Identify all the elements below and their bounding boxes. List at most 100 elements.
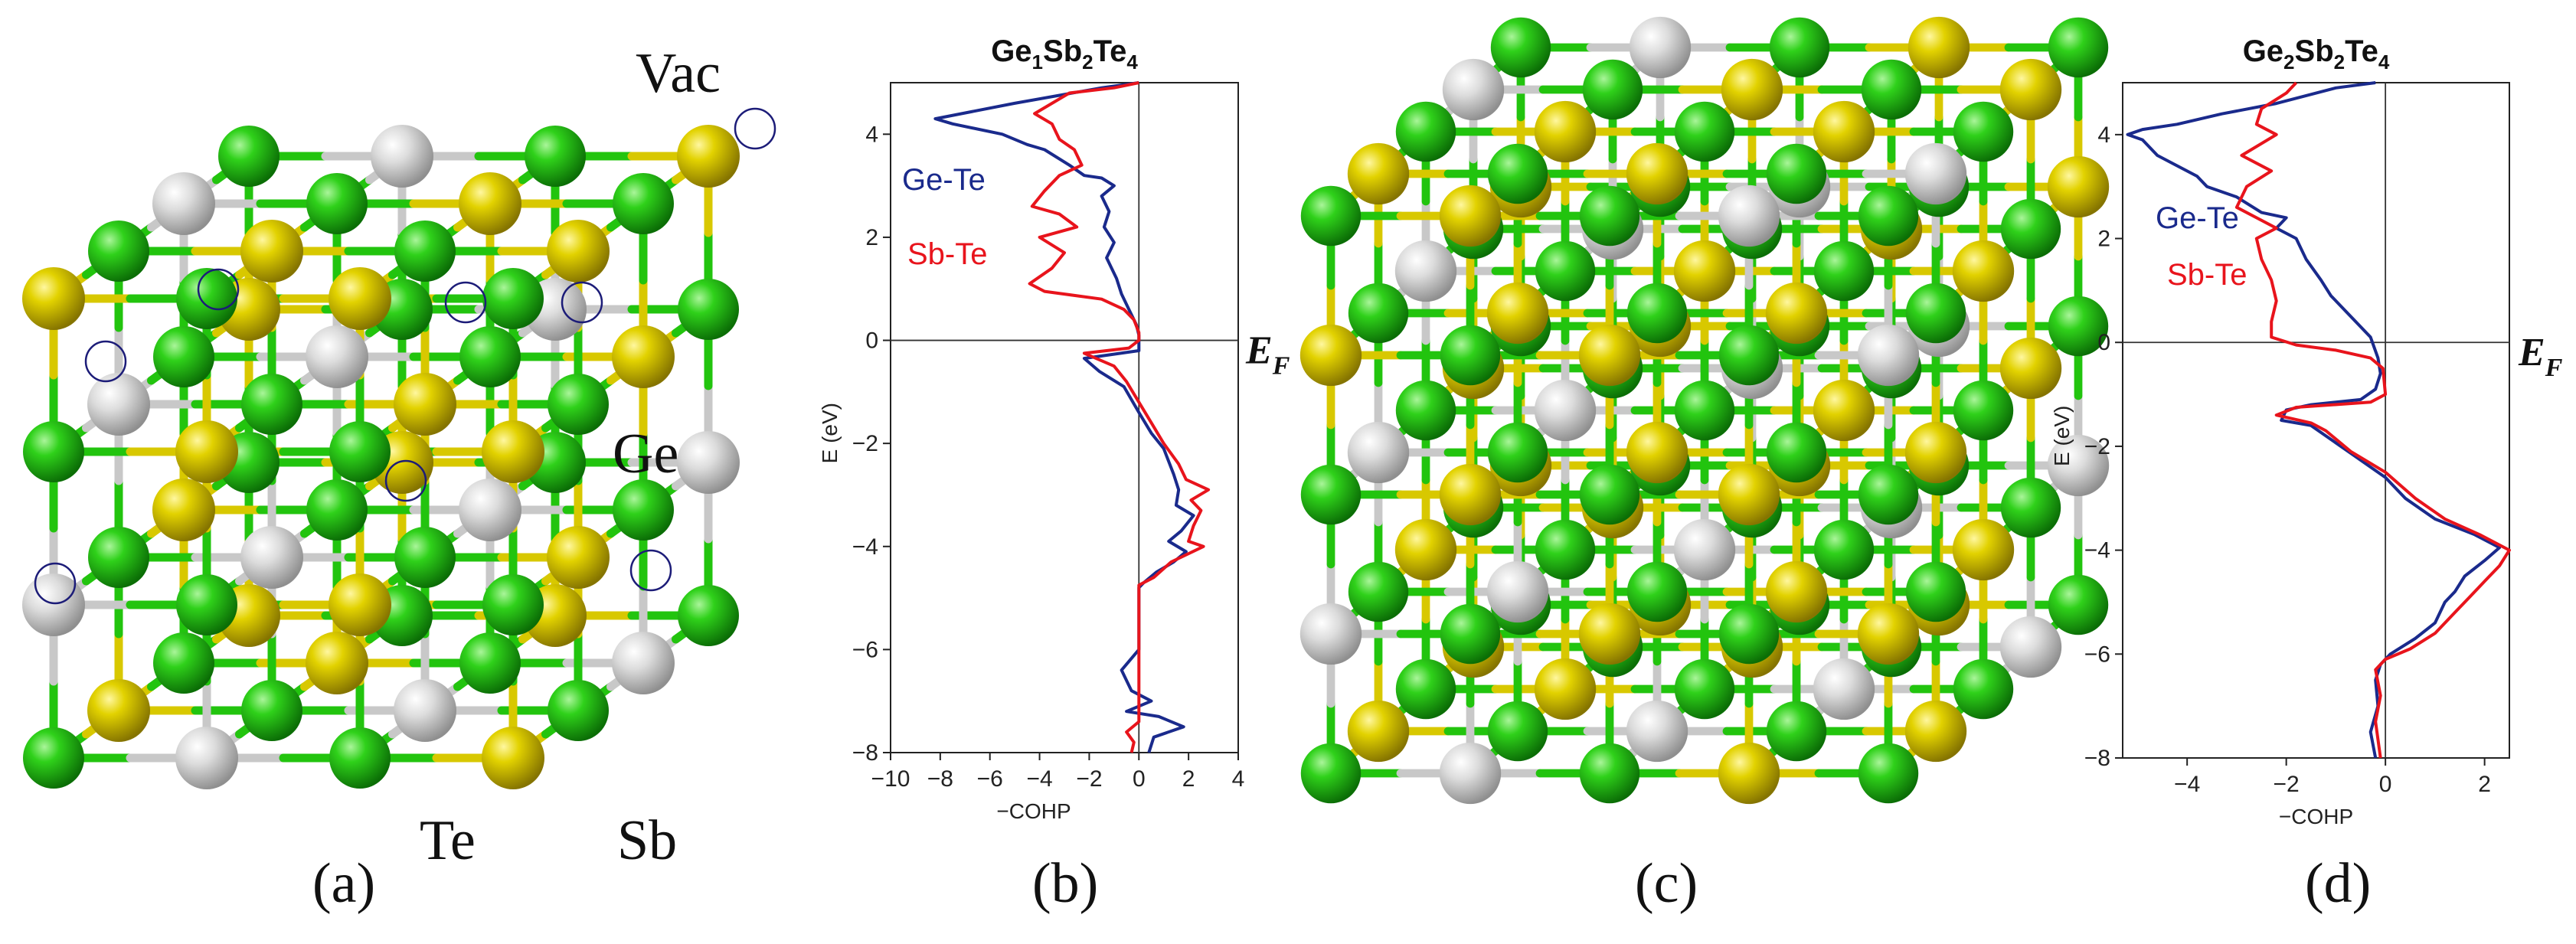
sb-atom (1999, 337, 2062, 400)
ge-atom (87, 373, 150, 436)
y-tick-label: 4 (2097, 122, 2110, 148)
te-atom (1300, 743, 1362, 804)
chart-title: Ge2Sb2Te4 (2243, 34, 2390, 73)
panel-label-b: (b) (1032, 852, 1098, 915)
ge-atom (1347, 421, 1410, 484)
te-atom (1395, 658, 1456, 720)
sb-atom (1673, 240, 1736, 302)
ge-atom (2047, 434, 2110, 497)
fermi-level-label: EF (1245, 329, 1290, 381)
sb-atom (547, 526, 610, 589)
y-tick-label: 2 (865, 225, 878, 250)
te-atom (459, 326, 521, 387)
sb-atom (1299, 324, 1362, 387)
sb-atom (1534, 100, 1597, 163)
x-tick-label: −4 (2174, 772, 2200, 797)
ge-atom (612, 632, 675, 694)
panel-label-c: (c) (1635, 852, 1698, 915)
vacancy-marker (197, 268, 240, 311)
te-atom (1490, 17, 1551, 78)
title-part: Sb (2295, 34, 2334, 68)
title-part: Te (1093, 34, 1127, 68)
x-tick-label: −2 (2274, 772, 2300, 797)
sb-atom (152, 479, 215, 541)
te-atom (176, 268, 237, 329)
te-atom (1487, 143, 1548, 204)
sb-atom (1813, 100, 1875, 163)
y-tick-label: 4 (865, 122, 878, 147)
te-atom (1766, 143, 1827, 204)
y-tick-label: −4 (2084, 538, 2110, 563)
sb-atom (677, 125, 740, 188)
te-atom (1395, 101, 1456, 162)
vacancy-marker (734, 107, 776, 150)
sb-atom (612, 325, 675, 388)
x-tick-label: 0 (2379, 772, 2392, 797)
x-tick-label: 0 (1133, 766, 1146, 792)
sb-atom (329, 267, 391, 330)
title-subscript: 4 (2378, 51, 2390, 73)
sb-atom (1952, 240, 2015, 302)
te-atom (1766, 422, 1827, 483)
ge-atom (459, 479, 521, 541)
sb-atom (1718, 742, 1780, 805)
te-atom (2000, 477, 2061, 538)
fermi-level-label: EF (2518, 331, 2563, 382)
y-tick-label: −8 (2084, 746, 2110, 771)
x-tick-label: −4 (1026, 766, 1052, 792)
sb-atom (87, 679, 150, 742)
fermi-e: E (1245, 329, 1273, 373)
fermi-subscript: F (1272, 352, 1290, 381)
te-atom (176, 574, 237, 635)
sb-atom (1813, 379, 1875, 442)
ge-atom (1394, 240, 1457, 302)
te-atom (1579, 185, 1640, 247)
legend-label-ge-te: Ge-Te (902, 163, 986, 197)
te-atom (2000, 198, 2061, 260)
y-tick-label: 0 (2097, 330, 2110, 355)
legend-label-sb-te: Sb-Te (2167, 258, 2247, 292)
atom-layer (22, 125, 740, 789)
sb-atom (240, 220, 303, 283)
vacancy-marker (34, 562, 77, 605)
crystal-structure-a (22, 107, 776, 789)
cohp-chart-b: Ge1Sb2Te4−10 −8 −6 −4 −2 0 2 4−8−6−4−2024−COHPE… (818, 34, 1290, 823)
te-atom (1674, 380, 1735, 441)
title-subscript: 2 (1082, 51, 1093, 73)
title-part: Ge (2243, 34, 2283, 68)
te-atom (329, 421, 391, 482)
te-atom (1348, 283, 1409, 344)
te-atom (394, 220, 456, 282)
title-subscript: 4 (1126, 51, 1138, 73)
x-tick-label: −8 (927, 766, 953, 792)
sb-atom (1626, 142, 1688, 205)
x-tick-label: −2 (1076, 766, 1102, 792)
ge-atom (240, 526, 303, 589)
te-atom (1905, 561, 1966, 622)
ge-atom (1718, 185, 1780, 247)
sb-atom (1904, 421, 1967, 484)
y-tick-label: −6 (2084, 642, 2110, 667)
sb-atom (1439, 185, 1502, 247)
y-tick-label: −4 (852, 534, 878, 560)
te-atom (613, 479, 674, 541)
sb-atom (482, 727, 544, 789)
te-atom (1813, 519, 1875, 580)
sb-atom (1347, 142, 1410, 205)
te-atom (1582, 59, 1643, 120)
sb-atom (1486, 282, 1549, 345)
te-atom (1905, 283, 1966, 344)
sb-atom (1626, 421, 1688, 484)
x-tick-label: −10 (871, 766, 910, 792)
te-atom (525, 126, 586, 187)
te-atom (1766, 701, 1827, 762)
panel-label-d: (d) (2305, 852, 2371, 915)
te-atom (548, 680, 609, 741)
sb-atom (1721, 58, 1783, 121)
te-atom (1674, 658, 1735, 720)
te-atom (1674, 101, 1735, 162)
sb-atom (1765, 560, 1828, 623)
ge-atom (1629, 16, 1692, 79)
te-atom (1626, 283, 1688, 344)
